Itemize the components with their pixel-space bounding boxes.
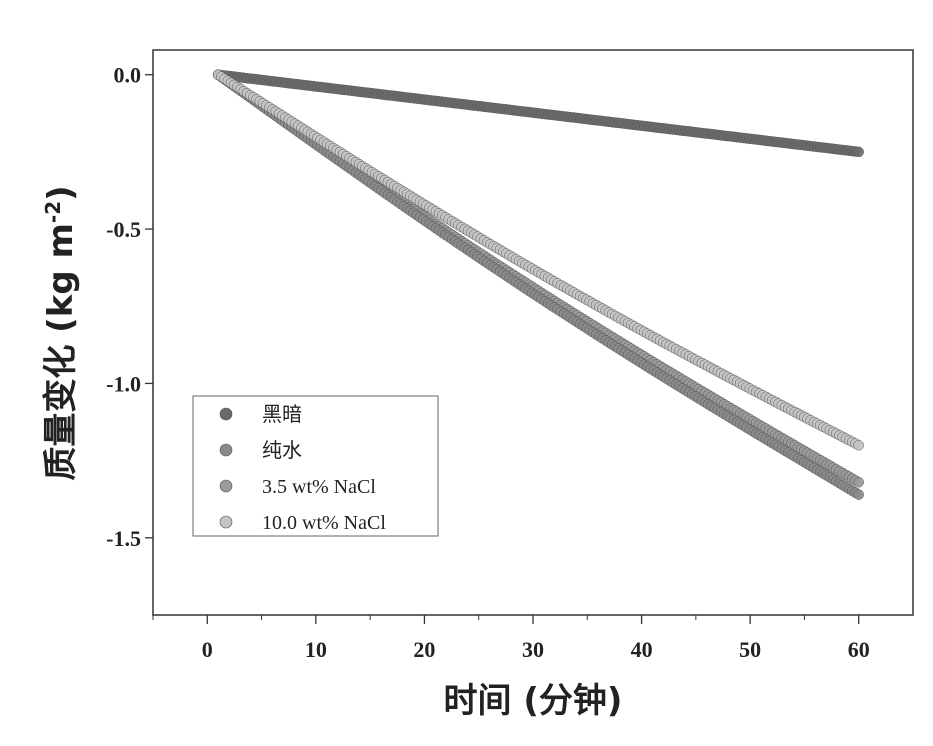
data-point (853, 146, 864, 158)
x-tick-label: 60 (848, 637, 870, 662)
y-tick-label: -1.0 (106, 371, 141, 396)
data-point (853, 476, 864, 488)
legend-label: 纯水 (262, 439, 302, 462)
y-axis-title-sup: -2 (41, 201, 65, 223)
legend-label: 黑暗 (262, 403, 302, 426)
y-axis-title-close: ) (41, 185, 81, 201)
legend-box (192, 395, 439, 537)
legend-marker (219, 443, 233, 457)
x-tick-label: 50 (739, 637, 761, 662)
y-tick-label: -0.5 (106, 217, 141, 242)
y-axis-title-main: 质量变化 (kg m (41, 223, 81, 481)
x-axis-title: 时间 (分钟) (444, 681, 623, 721)
legend-marker (219, 407, 233, 421)
data-point (853, 489, 864, 500)
legend-marker (219, 515, 233, 529)
x-tick-label: 20 (413, 637, 435, 662)
legend-label: 10.0 wt% NaCl (262, 512, 386, 534)
legend-label: 3.5 wt% NaCl (262, 476, 376, 498)
y-tick-label: 0.0 (114, 63, 142, 88)
x-axis-ticks: 0 10 20 30 40 50 60 (152, 615, 870, 662)
legend-marker (219, 479, 233, 493)
y-axis-title: 质量变化 (kg m-2) (41, 185, 81, 480)
x-tick-label: 30 (522, 637, 544, 662)
y-axis-ticks: 0.0 -0.5 -1.0 -1.5 (106, 63, 153, 551)
y-tick-label: -1.5 (106, 526, 141, 551)
x-tick-label: 40 (631, 637, 653, 662)
data-markers (212, 69, 864, 500)
data-point (853, 439, 864, 451)
x-tick-label: 0 (202, 637, 213, 662)
x-tick-label: 10 (305, 637, 327, 662)
